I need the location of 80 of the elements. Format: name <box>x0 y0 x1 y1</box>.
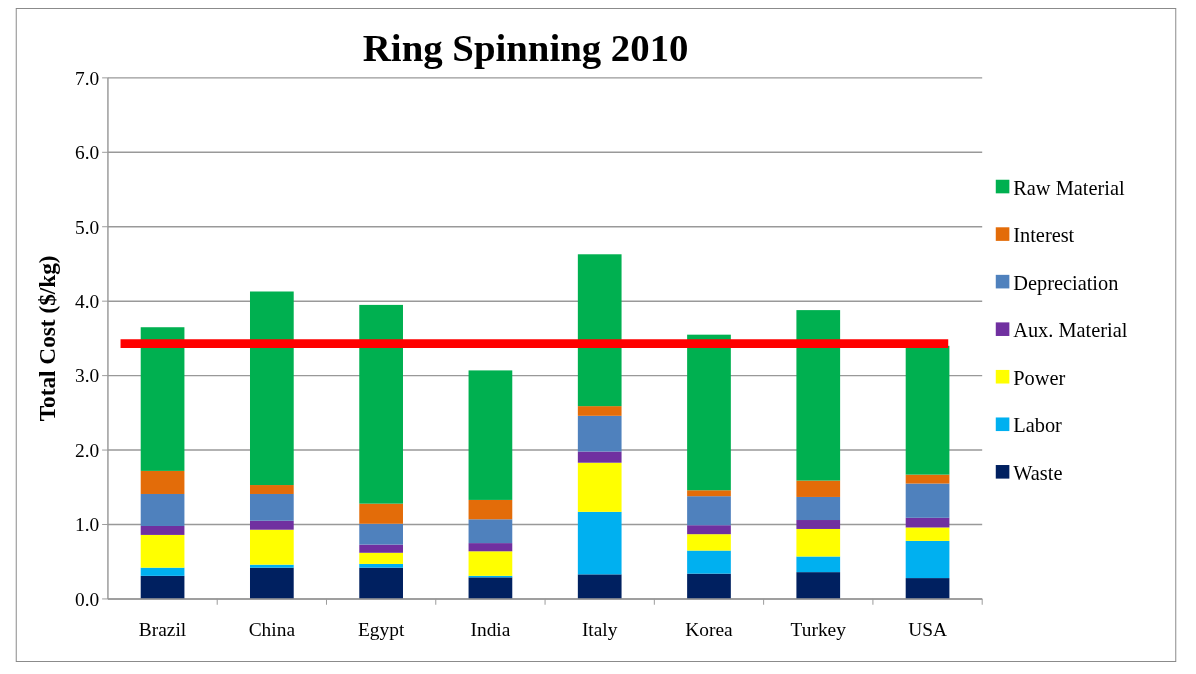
bar <box>796 480 841 497</box>
bar <box>359 544 403 553</box>
bar <box>687 534 731 551</box>
y-tick-label: 5.0 <box>74 216 100 238</box>
bar <box>359 552 403 564</box>
bar <box>249 529 294 565</box>
bar <box>468 519 513 544</box>
bar <box>687 496 731 526</box>
bar <box>905 527 950 541</box>
bar <box>577 406 622 416</box>
x-tick-label: USA <box>908 618 947 640</box>
bar <box>687 490 731 497</box>
y-tick-label: 7.0 <box>74 67 100 89</box>
bar <box>140 525 185 535</box>
bar <box>140 470 185 494</box>
legend-label: Power <box>1013 366 1066 389</box>
bar <box>359 503 403 524</box>
bar <box>249 520 294 530</box>
bar <box>796 528 841 557</box>
x-tick-label: Turkey <box>790 618 847 640</box>
bar <box>905 474 950 484</box>
bar <box>796 556 841 573</box>
legend-label: Waste <box>1013 461 1063 484</box>
chart-title: Ring Spinning 2010 <box>362 26 689 70</box>
bar <box>577 254 622 407</box>
bar <box>905 540 950 579</box>
x-tick-label: India <box>470 618 511 640</box>
bar <box>905 578 950 599</box>
y-tick-label: 6.0 <box>74 142 100 164</box>
legend-label: Aux. Material <box>1013 319 1128 342</box>
bar <box>249 567 294 599</box>
legend-label: Labor <box>1013 414 1063 437</box>
bar <box>468 370 513 500</box>
bar <box>468 577 513 599</box>
y-axis-title: Total Cost ($/kg) <box>33 255 60 422</box>
y-tick-label: 0.0 <box>74 588 100 610</box>
bar <box>577 415 622 452</box>
legend-label: Interest <box>1013 224 1075 247</box>
bar <box>687 573 731 599</box>
x-tick-label: Brazil <box>138 618 187 640</box>
bar <box>796 496 841 521</box>
bar <box>140 493 185 526</box>
bar <box>577 451 622 463</box>
bar <box>468 543 513 552</box>
y-tick-label: 4.0 <box>74 290 100 312</box>
bar <box>359 563 403 568</box>
bar <box>905 517 950 528</box>
bar <box>577 511 622 575</box>
bar <box>249 291 294 486</box>
bar <box>577 462 622 512</box>
bar <box>905 345 950 475</box>
bar <box>468 551 513 576</box>
bar <box>796 572 841 599</box>
bar <box>687 334 731 491</box>
bar <box>249 485 294 494</box>
x-tick-label: Korea <box>685 618 734 640</box>
bar <box>140 567 185 576</box>
bar <box>140 327 185 471</box>
bar <box>140 575 185 599</box>
x-tick-label: Italy <box>581 618 618 640</box>
x-tick-label: China <box>248 618 296 640</box>
bar <box>796 310 841 481</box>
bar <box>687 525 731 535</box>
bar <box>468 499 513 520</box>
y-tick-label: 1.0 <box>74 514 100 536</box>
bar <box>359 567 403 599</box>
bar <box>905 483 950 518</box>
bar <box>359 304 403 504</box>
legend-label: Depreciation <box>1013 271 1119 295</box>
y-tick-label: 2.0 <box>74 439 100 461</box>
x-tick-label: Egypt <box>357 618 405 640</box>
bar <box>796 520 841 529</box>
bar <box>249 493 294 521</box>
bar <box>687 550 731 574</box>
legend-label: Raw Material <box>1013 176 1125 199</box>
y-tick-label: 3.0 <box>74 365 100 387</box>
bar <box>359 523 403 545</box>
bar <box>249 564 294 568</box>
bar <box>577 574 622 599</box>
bar <box>140 534 185 568</box>
